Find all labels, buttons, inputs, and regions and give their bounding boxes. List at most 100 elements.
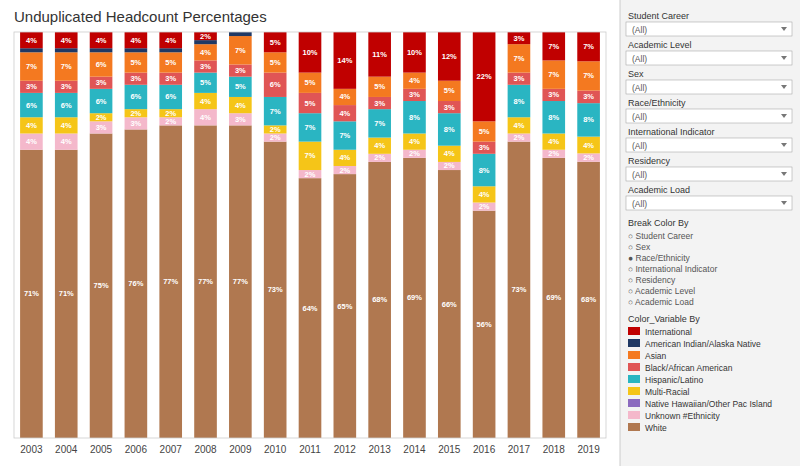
x-tick-label: 2017: [508, 444, 531, 455]
data-label: 76%: [128, 279, 143, 288]
bar-segment: [368, 154, 391, 162]
data-label: 6%: [270, 80, 281, 89]
legend-swatch: [628, 363, 640, 371]
bar-segment: [90, 48, 113, 52]
x-tick-label: 2013: [369, 444, 392, 455]
bar-segment: [403, 89, 426, 101]
bar-segment: [542, 150, 565, 158]
data-label: 4%: [130, 36, 141, 45]
data-label: 66%: [442, 300, 457, 309]
bar-segment: [577, 162, 600, 438]
bar-segment: [264, 97, 287, 125]
data-label: 3%: [479, 143, 490, 152]
data-label: 5%: [270, 38, 281, 47]
bar-segment: [159, 48, 182, 52]
data-label: 8%: [409, 113, 420, 122]
legend-title: Color_Variable By: [628, 314, 700, 324]
data-label: 7%: [235, 46, 246, 55]
bar-segment: [368, 77, 391, 97]
data-label: 2%: [583, 153, 594, 162]
data-label: 2%: [479, 202, 490, 211]
bar-segment: [577, 103, 600, 136]
sidebar: [620, 0, 800, 466]
bar-segment: [55, 93, 78, 117]
bar-segment: [334, 105, 357, 121]
bar-segment: [90, 77, 113, 89]
bar-segment: [125, 52, 148, 72]
data-label: 7%: [514, 54, 525, 63]
legend-swatch: [628, 399, 640, 407]
filter-box: [626, 80, 792, 94]
filter-box: [626, 22, 792, 36]
data-label: 8%: [514, 97, 525, 106]
data-label: 2%: [409, 149, 420, 158]
data-label: 2%: [270, 133, 281, 142]
bar-segment: [194, 93, 217, 109]
legend-label: Native Hawaiian/Other Pac Island: [645, 399, 772, 409]
data-label: 71%: [24, 289, 39, 298]
bar-segment: [368, 162, 391, 438]
data-label: 7%: [305, 123, 316, 132]
bar-segment: [542, 60, 565, 88]
data-label: 4%: [235, 101, 246, 110]
bar-segment: [403, 101, 426, 133]
bar-segment: [229, 36, 252, 64]
bar-segment: [264, 52, 287, 72]
data-label: 3%: [444, 103, 455, 112]
data-label: 5%: [235, 82, 246, 91]
data-label: 7%: [548, 42, 559, 51]
title: Unduplicated Headcount Percentages: [14, 8, 267, 25]
data-label: 4%: [409, 76, 420, 85]
data-label: 4%: [339, 109, 350, 118]
legend-label: International: [645, 327, 692, 337]
radio-option: ○ Student Career: [628, 231, 693, 241]
data-label: 56%: [477, 320, 492, 329]
data-label: 69%: [546, 293, 561, 302]
radio-option: ○ Academic Level: [628, 286, 695, 296]
bar-segment: [438, 101, 461, 113]
bar-segment: [229, 64, 252, 76]
data-label: 5%: [200, 78, 211, 87]
radio-option: ● Race/Ethnicity: [628, 253, 691, 263]
bar-segment: [90, 52, 113, 76]
x-tick-label: 2008: [194, 444, 217, 455]
radio-option: ○ Sex: [628, 242, 651, 252]
legend-label: Asian: [645, 351, 667, 361]
dropdown-arrow: [781, 143, 787, 147]
bar-segment: [90, 121, 113, 133]
data-label: 3%: [514, 34, 525, 43]
data-label: 4%: [339, 153, 350, 162]
bar-segment: [403, 73, 426, 89]
data-label: 2%: [200, 32, 211, 41]
bar-segment: [542, 134, 565, 150]
background: [0, 0, 800, 466]
legend-label: White: [645, 423, 667, 433]
bar-segment: [299, 113, 322, 141]
bar-segment: [229, 77, 252, 97]
data-label: 3%: [583, 92, 594, 101]
data-label: 12%: [442, 52, 457, 61]
radio-option: ○ Residency: [628, 275, 676, 285]
bar-segment: [55, 81, 78, 93]
dropdown-arrow: [781, 27, 787, 31]
data-label: 2%: [305, 170, 316, 179]
x-tick-label: 2016: [473, 444, 496, 455]
data-label: 5%: [374, 82, 385, 91]
bar-segment: [508, 134, 531, 142]
x-tick-label: 2018: [543, 444, 566, 455]
data-label: 4%: [26, 36, 37, 45]
filter-value: (All): [632, 170, 647, 180]
filter-label: International Indicator: [628, 127, 715, 137]
dropdown-arrow: [781, 85, 787, 89]
data-label: 7%: [61, 62, 72, 71]
data-label: 4%: [165, 36, 176, 45]
data-label: 3%: [96, 123, 107, 132]
bar-segment: [55, 117, 78, 133]
data-label: 4%: [200, 113, 211, 122]
bar-segment: [20, 81, 43, 93]
data-label: 8%: [479, 166, 490, 175]
data-label: 4%: [200, 48, 211, 57]
dropdown-arrow: [781, 56, 787, 60]
data-label: 2%: [96, 113, 107, 122]
bar-segment: [125, 109, 148, 117]
